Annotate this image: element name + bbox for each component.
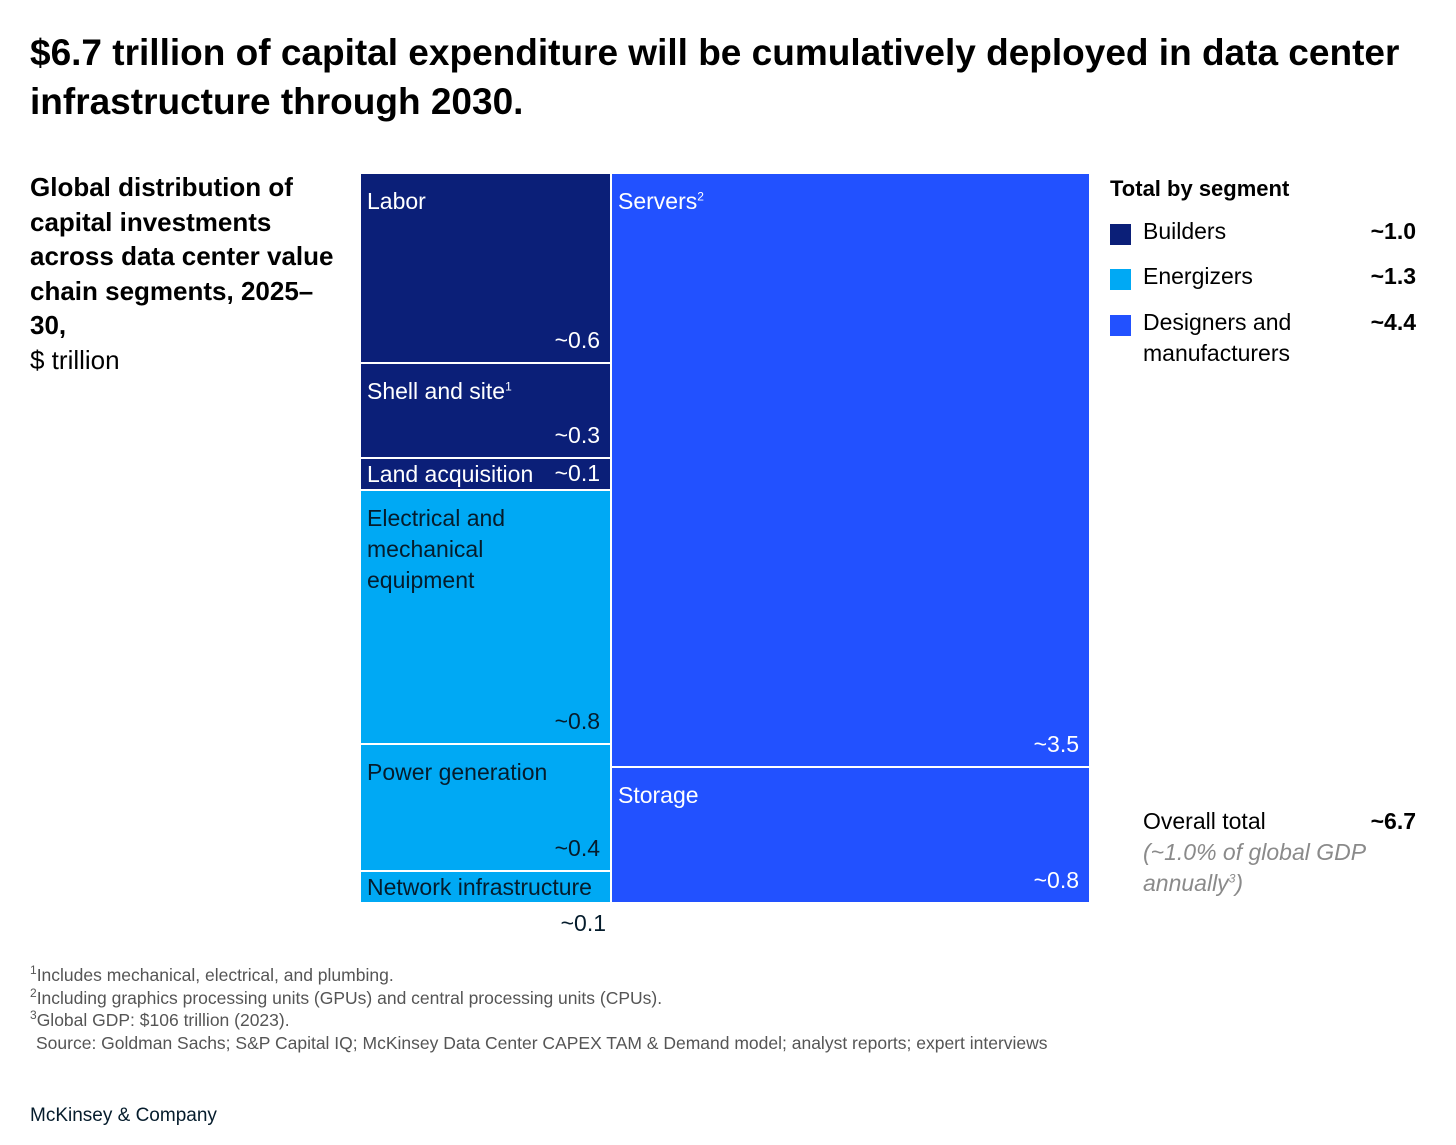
overall-total: Overall total ~6.7 (~1.0% of global GDP … xyxy=(1143,806,1416,899)
tile-label-sup-shell-and-site: 1 xyxy=(505,379,512,394)
source-note: Source: Goldman Sachs; S&P Capital IQ; M… xyxy=(36,1032,1048,1053)
footnote-3-text: Global GDP: $106 trillion (2023). xyxy=(36,1010,290,1030)
tile-label-land-acquisition: Land acquisition xyxy=(367,461,534,487)
legend-swatch-builders xyxy=(1110,224,1131,245)
footnote-2: 2Including graphics processing units (GP… xyxy=(30,987,1048,1010)
tile-value-storage: ~0.8 xyxy=(1033,867,1079,893)
footnote-1: 1Includes mechanical, electrical, and pl… xyxy=(30,964,1048,987)
legend-value-builders: ~1.0 xyxy=(1370,218,1416,244)
footnote-3: 3Global GDP: $106 trillion (2023). xyxy=(30,1009,1048,1032)
treemap-tile-power-generation: Power generation ~0.4 xyxy=(360,744,611,871)
tile-value-shell-and-site: ~0.3 xyxy=(554,422,600,448)
tile-value-servers: ~3.5 xyxy=(1033,731,1079,757)
tile-value-land-acquisition: ~0.1 xyxy=(554,460,600,486)
brand-logo-text: McKinsey & Company xyxy=(30,1105,217,1126)
treemap-tile-shell-and-site: Shell and site1 ~0.3 xyxy=(360,363,611,458)
tile-value-electrical-and-mechanical-equipment: ~0.8 xyxy=(554,708,600,734)
subtitle-main: Global distribution of capital investmen… xyxy=(30,172,334,340)
legend-swatch-energizers xyxy=(1110,269,1131,290)
tile-label-storage: Storage xyxy=(618,782,699,808)
treemap-tile-servers: Servers2 ~3.5 xyxy=(611,173,1090,767)
legend-label-builders: Builders xyxy=(1143,218,1227,244)
tile-label-power-generation: Power generation xyxy=(367,759,548,785)
treemap-tile-storage: Storage ~0.8 xyxy=(611,767,1090,903)
tile-value-power-generation: ~0.4 xyxy=(554,835,600,861)
footnote-3-sup: 3 xyxy=(30,1008,37,1023)
footnote-1-sup: 1 xyxy=(30,963,37,978)
overall-total-label: Overall total xyxy=(1143,808,1266,834)
chart-subtitle: Global distribution of capital investmen… xyxy=(30,170,340,377)
treemap-tile-network-infrastructure: Network infrastructure xyxy=(360,871,611,903)
chart-title: $6.7 trillion of capital expenditure wil… xyxy=(30,32,1400,122)
overall-note-text: (~1.0% of global GDP annually xyxy=(1143,839,1366,896)
treemap-tile-labor: Labor ~0.6 xyxy=(360,173,611,363)
legend-swatch-designers xyxy=(1110,315,1131,336)
overall-note-sup: 3 xyxy=(1228,871,1236,886)
footnotes: 1Includes mechanical, electrical, and pl… xyxy=(30,964,1048,1054)
footnote-1-text: Includes mechanical, electrical, and plu… xyxy=(36,965,394,985)
tile-label-shell-and-site: Shell and site1 xyxy=(367,378,512,404)
treemap-chart: Labor ~0.6 Shell and site1 ~0.3 Land acquisi… xyxy=(360,173,1090,903)
footnote-2-text: Including graphics processing units (GPU… xyxy=(36,987,663,1008)
legend-value-energizers: ~1.3 xyxy=(1370,263,1416,289)
legend-label-energizers: Energizers xyxy=(1143,263,1253,289)
overall-total-note: (~1.0% of global GDP annually3) xyxy=(1143,837,1403,899)
tile-label-sup-servers: 2 xyxy=(697,189,704,204)
legend-label-designers: Designers and manufacturers xyxy=(1143,309,1292,366)
subtitle-unit: $ trillion xyxy=(30,344,120,375)
tile-label-servers: Servers2 xyxy=(618,188,704,214)
legend-value-designers: ~4.4 xyxy=(1370,309,1416,335)
overall-total-value: ~6.7 xyxy=(1370,808,1416,834)
legend-title: Total by segment xyxy=(1110,176,1290,201)
tile-label-electrical-and-mechanical-equipment: Electrical and mechanical equipment xyxy=(367,505,506,593)
tile-value-labor: ~0.6 xyxy=(554,327,600,353)
footnote-2-sup: 2 xyxy=(30,985,37,1000)
network-infrastructure-value: ~0.1 xyxy=(560,910,606,936)
tile-label-labor: Labor xyxy=(367,188,426,214)
legend: Total by segment Builders ~1.0 Energizer… xyxy=(1110,174,1420,366)
treemap-tile-electrical-and-mechanical-equipment: Electrical and mechanical equipment ~0.8 xyxy=(360,490,611,744)
treemap-tile-land-acquisition: Land acquisition ~0.1 xyxy=(360,458,611,490)
overall-note-close: ) xyxy=(1235,870,1244,896)
tile-label-network-infrastructure: Network infrastructure xyxy=(367,874,592,900)
